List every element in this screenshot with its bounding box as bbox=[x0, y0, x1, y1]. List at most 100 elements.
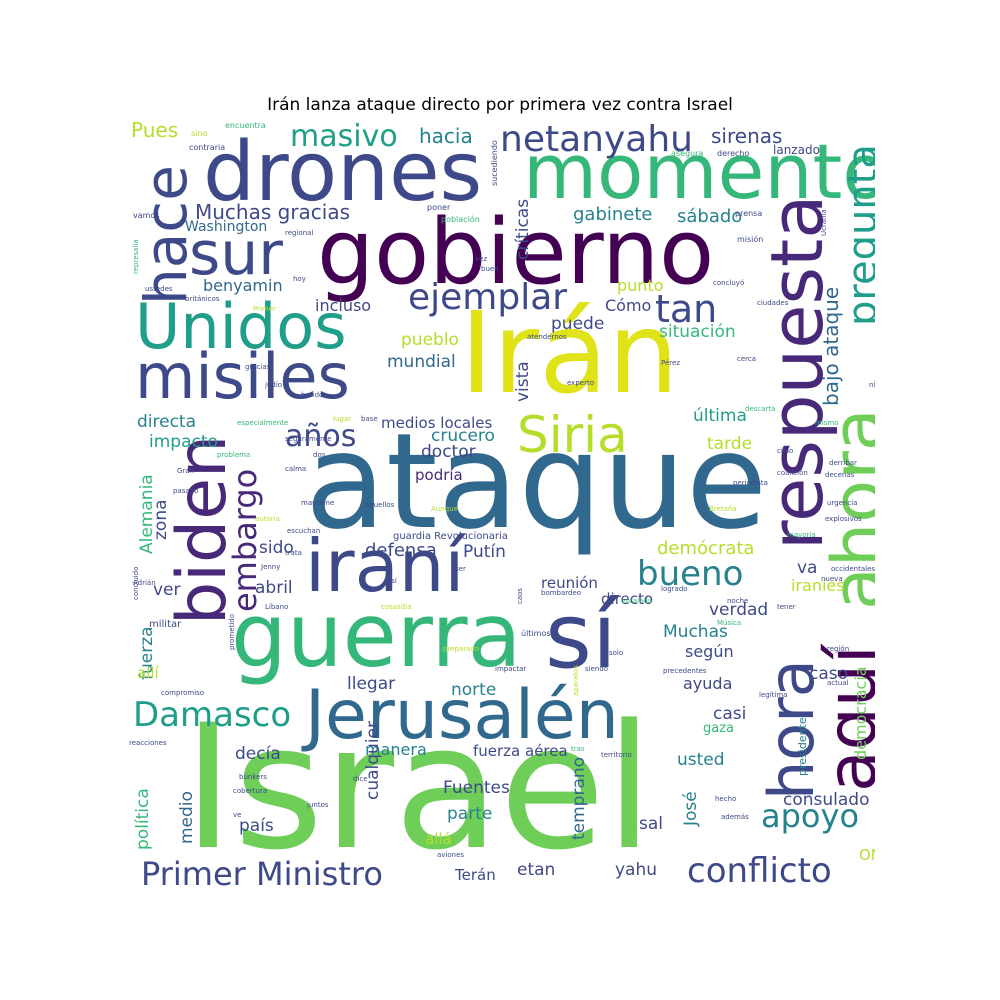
word: pueblo bbox=[401, 330, 459, 350]
word: reunión bbox=[541, 574, 598, 592]
word: allí bbox=[137, 664, 159, 682]
word: encuentra bbox=[225, 121, 266, 130]
word: aviones bbox=[437, 851, 465, 859]
word: ve bbox=[233, 811, 242, 819]
word: prensa bbox=[735, 209, 763, 218]
word: defensa bbox=[365, 540, 437, 561]
word: ciudades bbox=[757, 299, 789, 307]
word: Irán bbox=[460, 289, 679, 419]
word: dos bbox=[313, 451, 326, 459]
word: impactar bbox=[495, 665, 527, 673]
word: poner bbox=[427, 203, 451, 212]
word: Pérez bbox=[661, 359, 680, 367]
word: cosas bbox=[381, 603, 401, 611]
word: Washington bbox=[185, 219, 268, 235]
word: ataque bbox=[305, 405, 768, 559]
word: dice bbox=[353, 775, 368, 783]
word: etan bbox=[517, 860, 556, 880]
word: territorio bbox=[601, 751, 632, 759]
word: ver bbox=[153, 580, 181, 600]
word: concluyó bbox=[713, 279, 745, 287]
word: cualquier bbox=[363, 721, 383, 800]
word: calma bbox=[285, 465, 307, 473]
word: va bbox=[797, 558, 818, 578]
word: coalición bbox=[777, 469, 808, 477]
word: bueno bbox=[637, 554, 744, 594]
word: occidentales bbox=[831, 565, 875, 573]
word: experto bbox=[567, 379, 594, 387]
word: guardia Revolucionaria bbox=[393, 531, 508, 542]
word: masivo bbox=[290, 120, 398, 154]
word: drones bbox=[203, 125, 483, 220]
word: escuchan bbox=[287, 527, 321, 535]
word: Israel bbox=[183, 687, 654, 888]
word: Putín bbox=[463, 542, 506, 562]
word: país bbox=[239, 816, 274, 836]
word: misión bbox=[737, 235, 764, 244]
word: sí bbox=[545, 584, 617, 689]
word: derecho bbox=[717, 149, 750, 158]
word: contraria bbox=[189, 143, 226, 152]
word: incluso bbox=[315, 296, 372, 315]
word: allá bbox=[425, 830, 452, 848]
word: crucero bbox=[431, 426, 495, 446]
word: Unidos bbox=[135, 290, 347, 363]
word: sirenas bbox=[711, 124, 783, 148]
word: años bbox=[285, 419, 357, 454]
word: temprano bbox=[569, 756, 589, 840]
word: según bbox=[685, 642, 734, 661]
word: derribar bbox=[829, 459, 857, 467]
word: asegura bbox=[671, 149, 704, 158]
word: hacia bbox=[419, 124, 473, 148]
word: medio bbox=[177, 791, 197, 844]
word: Música bbox=[717, 619, 742, 627]
word: urgencia bbox=[827, 499, 858, 507]
word: mundial bbox=[387, 352, 456, 372]
word: últimos bbox=[521, 629, 551, 638]
word: cerca bbox=[737, 355, 757, 363]
word: gobierno bbox=[317, 200, 715, 305]
word: trata bbox=[285, 549, 302, 557]
word: tarde bbox=[707, 434, 753, 454]
word: Primer Ministro bbox=[141, 855, 383, 890]
word: ayuda bbox=[683, 674, 733, 693]
word: iraníes bbox=[791, 576, 845, 595]
word: noche bbox=[727, 597, 749, 605]
word: Cómo bbox=[605, 296, 652, 315]
word: logrado bbox=[661, 585, 688, 593]
word: situación bbox=[659, 322, 736, 342]
word: sino bbox=[191, 129, 208, 138]
word: seguramente bbox=[285, 435, 332, 443]
word: Terán bbox=[455, 866, 496, 884]
word: precedentes bbox=[663, 667, 707, 675]
word: lanzado bbox=[773, 143, 820, 157]
word: Líbano bbox=[265, 603, 289, 611]
word: ejemplar bbox=[408, 277, 568, 318]
word: sucediendo bbox=[490, 140, 499, 186]
word: Aunque bbox=[431, 505, 458, 513]
word: Muchas bbox=[663, 622, 728, 642]
word: británicos bbox=[185, 295, 220, 303]
word: vamos bbox=[133, 211, 160, 220]
word: especialmente bbox=[237, 419, 289, 427]
word: siendo bbox=[585, 665, 609, 673]
word: netanyahu bbox=[500, 120, 693, 160]
word: herido bbox=[301, 391, 324, 399]
word: iraní bbox=[305, 524, 465, 608]
word: caso bbox=[809, 664, 849, 684]
word: represalia bbox=[132, 239, 140, 274]
word: juntos bbox=[307, 801, 329, 809]
word: tan bbox=[655, 287, 718, 331]
word: tras bbox=[571, 745, 585, 753]
word: sal bbox=[639, 814, 663, 834]
word: mayoría bbox=[787, 531, 816, 539]
word: explosivos bbox=[825, 515, 862, 523]
word: iba bbox=[401, 603, 412, 611]
word: regional bbox=[285, 229, 314, 237]
word: doctor bbox=[421, 442, 476, 462]
word: Adrián bbox=[133, 579, 156, 587]
word: hecho bbox=[715, 795, 737, 803]
word: problema bbox=[217, 451, 251, 459]
word: presidente bbox=[796, 717, 809, 776]
word: actual bbox=[827, 679, 849, 687]
